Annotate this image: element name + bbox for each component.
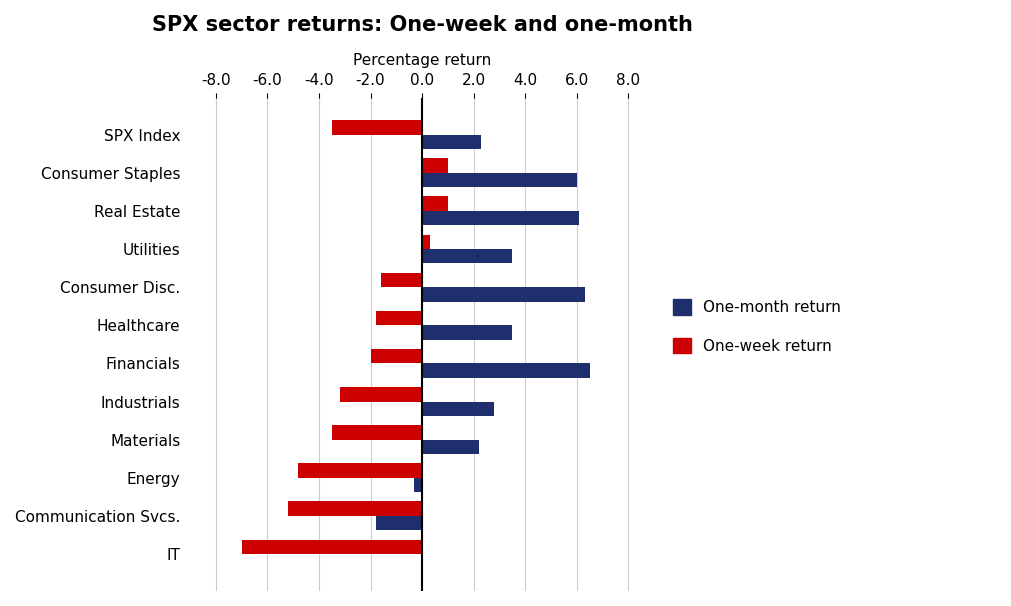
Bar (422, 135, 481, 149)
Bar (422, 211, 578, 225)
Bar (422, 440, 478, 454)
Bar (340, 387, 422, 402)
Bar (422, 325, 512, 340)
Bar (413, 478, 422, 492)
Bar (380, 273, 422, 287)
Bar (422, 173, 576, 187)
Legend: One-month return, One-week return: One-month return, One-week return (666, 293, 846, 360)
Bar (375, 516, 422, 530)
Bar (375, 311, 422, 325)
Bar (422, 235, 430, 249)
Bar (298, 464, 422, 478)
Bar (332, 120, 422, 135)
Bar (332, 425, 422, 440)
Bar (422, 249, 512, 264)
X-axis label: Percentage return: Percentage return (353, 53, 490, 68)
Bar (242, 539, 422, 554)
Bar (422, 364, 589, 378)
Bar (422, 196, 448, 211)
Bar (422, 158, 448, 173)
Bar (288, 501, 422, 516)
Bar (422, 287, 584, 302)
Title: SPX sector returns: One-week and one-month: SPX sector returns: One-week and one-mon… (152, 15, 692, 35)
Bar (370, 349, 422, 364)
Bar (422, 402, 493, 416)
